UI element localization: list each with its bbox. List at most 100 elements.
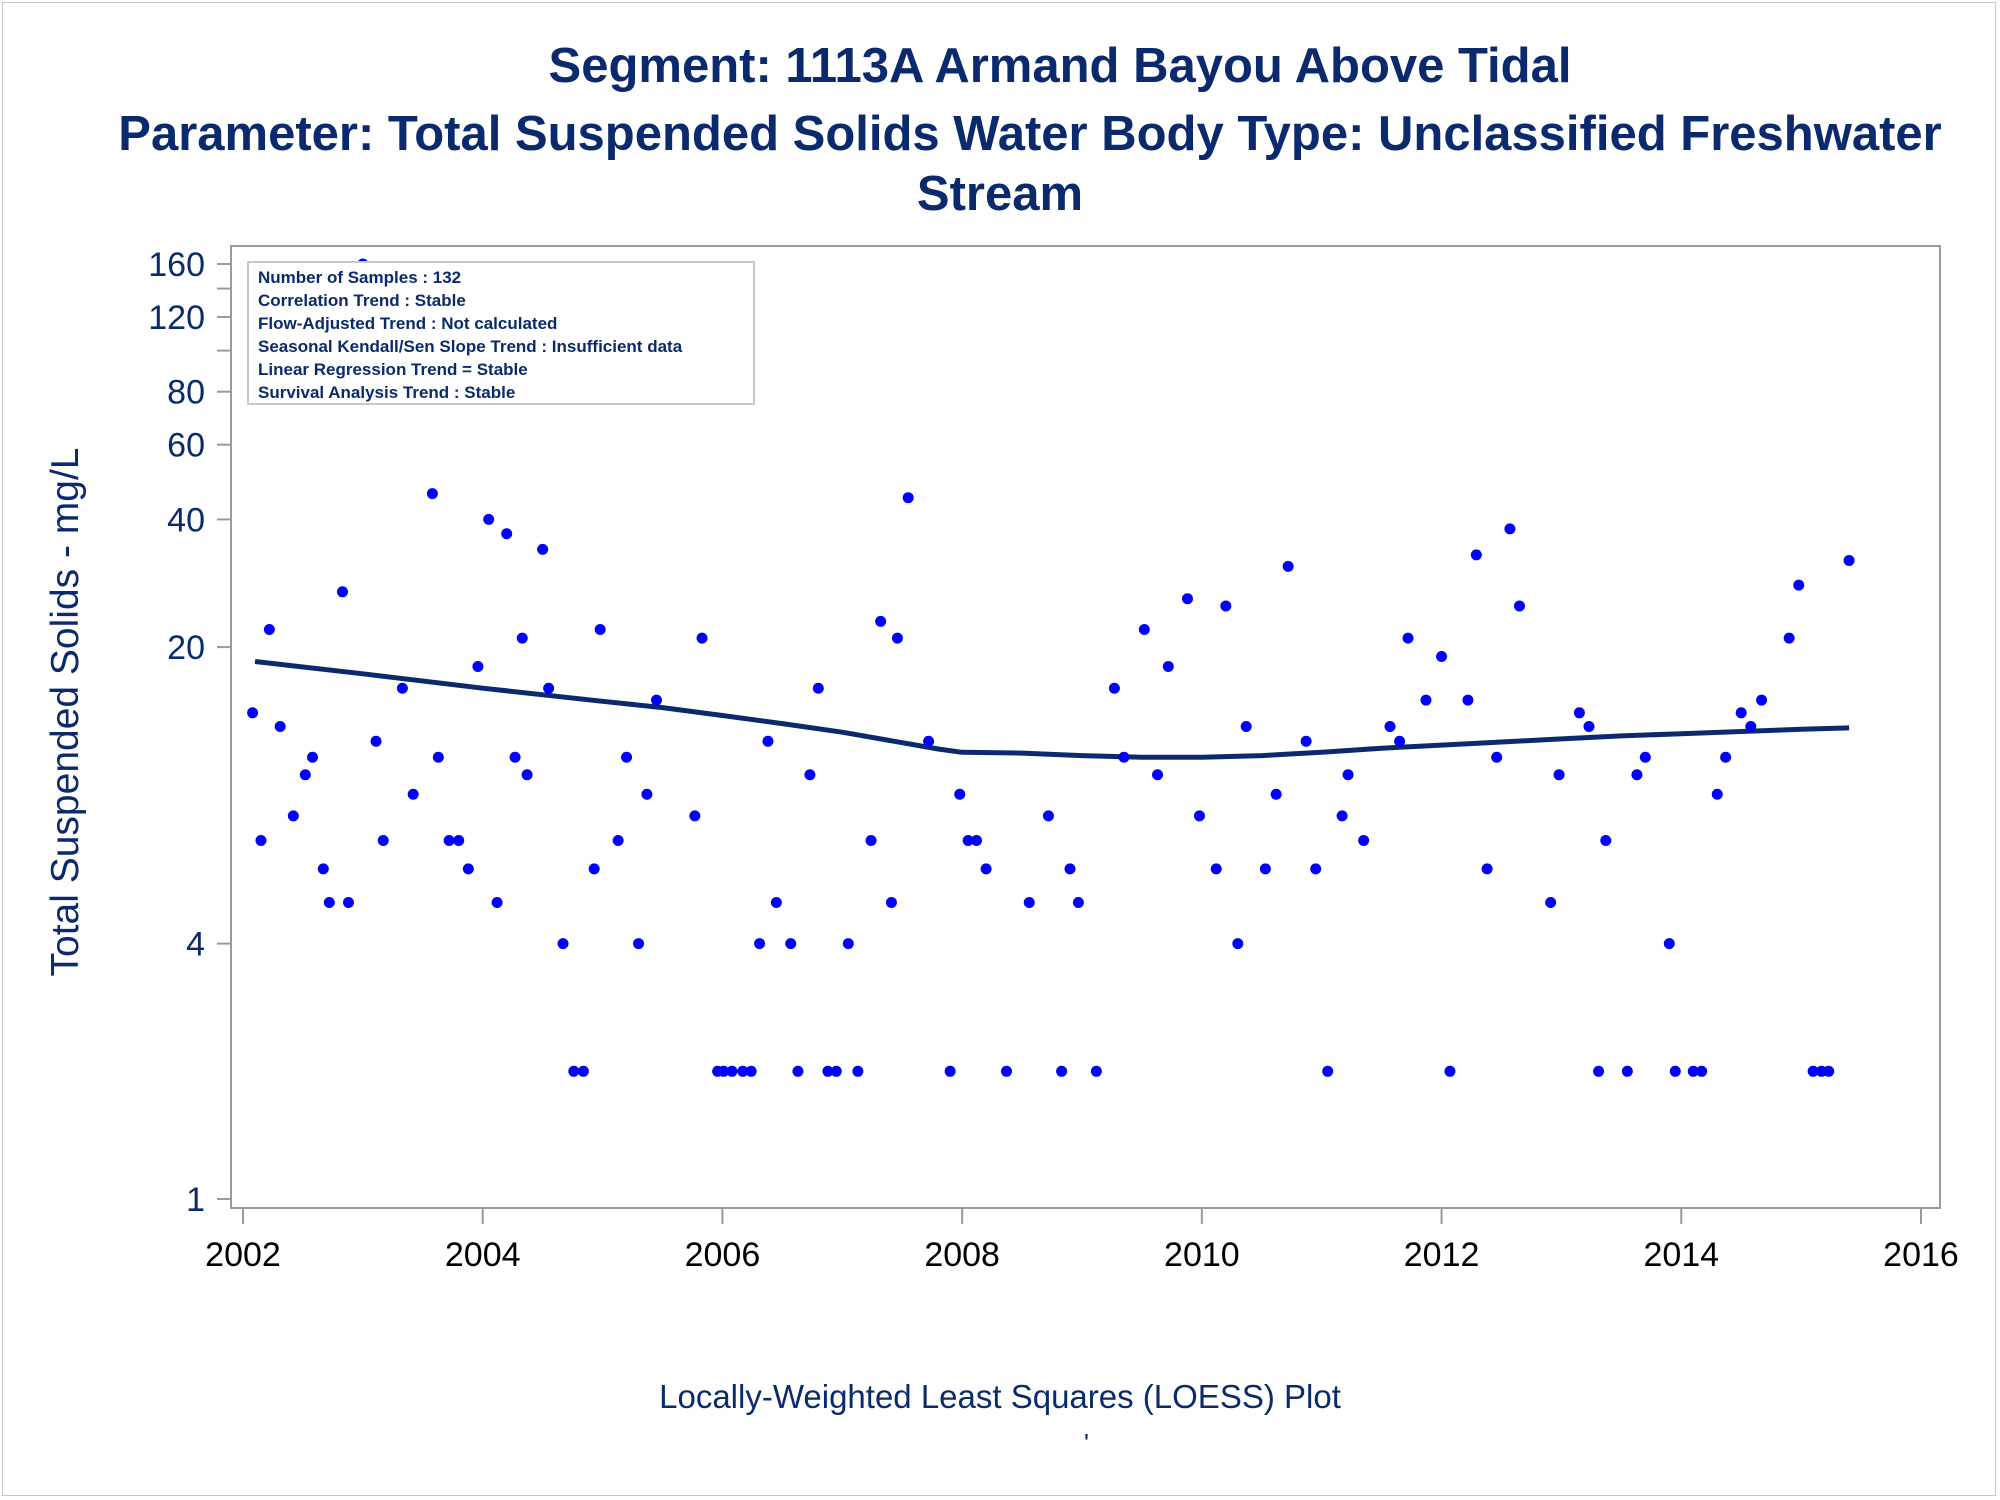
loess-curve [254,659,1850,760]
statistics-box: Number of Samples : 132 Correlation Trend… [247,261,755,405]
data-point [1259,863,1271,875]
data-point [1756,694,1768,706]
x-tick-label: 2010 [1164,1236,1240,1274]
data-point [954,788,966,800]
x-tick-label: 2006 [685,1236,761,1274]
statistics-box-border [247,261,755,405]
data-point [1282,560,1294,572]
data-point [1513,600,1525,612]
data-point [696,632,708,644]
data-point [1240,720,1252,732]
data-point [641,788,653,800]
data-point [770,896,782,908]
chart-title-line-1: Segment: 1113A Armand Bayou Above Tidal [548,39,1572,93]
data-point [537,543,549,555]
data-point [830,1065,842,1077]
x-axis: 2002 2004 2006 2008 2010 2012 2014 2016 [205,1208,1959,1274]
statistics-box-line: Survival Analysis Trend : Stable [258,383,515,402]
data-point [1631,769,1643,781]
data-point [1358,835,1370,847]
y-tick-label: 120 [148,299,205,337]
x-tick-label: 2002 [205,1236,281,1274]
data-point [891,632,903,644]
statistics-box-line: Correlation Trend : Stable [258,291,466,310]
data-point [1162,661,1174,673]
data-point [516,632,528,644]
data-point [621,751,633,763]
data-point [1310,863,1322,875]
data-point [785,938,797,950]
data-point [1669,1065,1681,1077]
data-point [1072,896,1084,908]
data-point [726,1065,738,1077]
data-point [1000,1065,1012,1077]
data-point [1342,769,1354,781]
data-point [1042,810,1054,822]
data-point [1402,632,1414,644]
data-point [483,513,495,525]
data-point [577,1065,589,1077]
data-point [1583,720,1595,732]
data-point [718,1065,730,1077]
data-point [1696,1065,1708,1077]
data-points [247,258,1855,1077]
data-point [1193,810,1205,822]
data-point [443,835,455,847]
data-point [1823,1065,1835,1077]
x-tick-label: 2008 [924,1236,1000,1274]
data-point [426,488,438,500]
data-point [812,682,824,694]
data-point [287,810,299,822]
data-point [407,788,419,800]
statistics-box-line: Linear Regression Trend = Stable [258,360,528,379]
data-point [980,863,992,875]
data-point [1064,863,1076,875]
data-point [1270,788,1282,800]
data-point [1807,1065,1819,1077]
data-point [1639,751,1651,763]
y-tick-label: 60 [167,427,205,465]
data-point [944,1065,956,1077]
y-axis-label: Total Suspended Solids - mg/L [44,448,87,977]
data-point [377,835,389,847]
data-point [1336,810,1348,822]
y-tick-label: 160 [148,246,205,284]
data-point [1232,938,1244,950]
data-point [1545,896,1557,908]
data-point [1118,751,1130,763]
data-point [1322,1065,1334,1077]
data-point [1210,863,1222,875]
statistics-box-line: Seasonal Kendall/Sen Slope Trend : Insuf… [258,337,683,356]
data-point [453,835,465,847]
data-point [971,835,983,847]
data-point [792,1065,804,1077]
data-point [370,735,382,747]
data-point [568,1065,580,1077]
data-point [1600,835,1612,847]
data-point [1470,549,1482,561]
statistics-box-line: Number of Samples : 132 [258,268,461,287]
data-point [1138,624,1150,636]
data-point [274,720,286,732]
data-point [1735,707,1747,719]
data-point [336,586,348,598]
data-point [323,896,335,908]
data-point [737,1065,749,1077]
data-point [1663,938,1675,950]
data-point [317,863,329,875]
y-tick-label: 1 [186,1181,205,1219]
data-point [1711,788,1723,800]
data-point [1481,863,1493,875]
data-point [1783,632,1795,644]
footer-mark: ' [1084,1428,1089,1458]
data-point [1593,1065,1605,1077]
data-point [1843,555,1855,567]
data-point [1420,694,1432,706]
data-point [247,707,259,719]
data-point [1504,523,1516,535]
data-point [1436,651,1448,663]
data-point [1687,1065,1699,1077]
y-tick-label: 20 [167,629,205,667]
